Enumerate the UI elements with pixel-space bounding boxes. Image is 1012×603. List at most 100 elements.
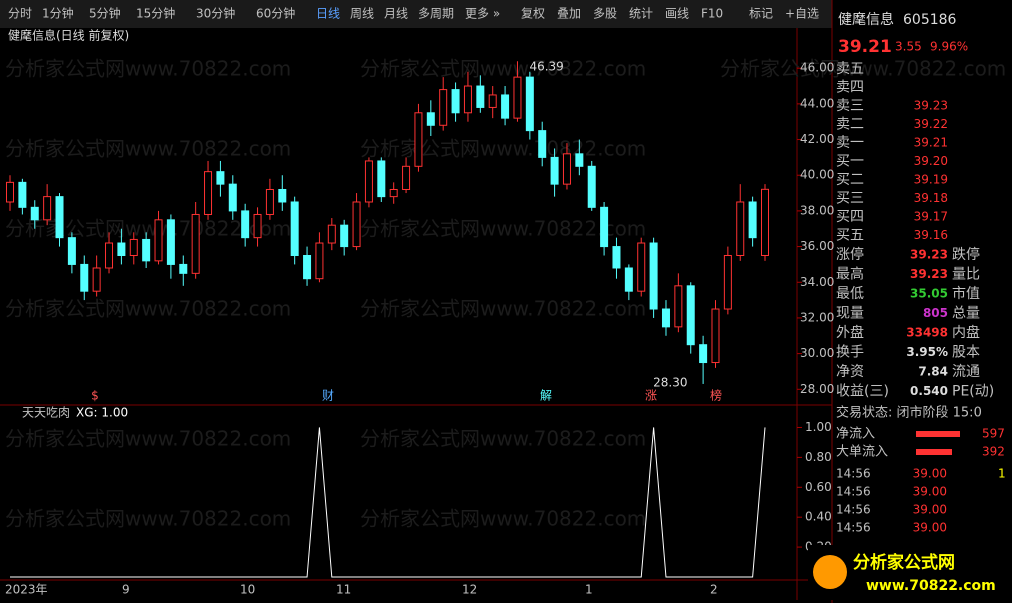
y-tick-label: 32.00 bbox=[800, 310, 834, 324]
trade-time: 14:56 bbox=[836, 503, 871, 517]
candle-body bbox=[129, 238, 138, 257]
toolbar-button[interactable]: 叠加 bbox=[557, 7, 581, 21]
book-label: 卖二 bbox=[836, 117, 864, 133]
watermark: 分析家公式网www.70822.com bbox=[720, 57, 1006, 81]
stat-value: 0.540 bbox=[910, 384, 948, 398]
watermark: 分析家公式网www.70822.com bbox=[5, 57, 291, 81]
candle-body bbox=[637, 242, 646, 292]
stat-label: 流通 bbox=[952, 364, 980, 380]
toolbar-button[interactable]: 画线 bbox=[665, 7, 689, 21]
candle-body bbox=[241, 210, 250, 239]
toolbar-button[interactable]: +自选 bbox=[785, 7, 819, 21]
candle-body bbox=[55, 196, 64, 239]
watermark: 分析家公式网www.70822.com bbox=[360, 297, 646, 321]
low-label: 28.30 bbox=[653, 375, 687, 389]
book-label: 卖三 bbox=[836, 98, 864, 114]
y-tick-label: 0.80 bbox=[805, 450, 832, 464]
toolbar-button[interactable]: 复权 bbox=[521, 7, 545, 21]
trade-price: 39.00 bbox=[913, 485, 947, 499]
candle-body bbox=[587, 165, 596, 208]
y-tick-label: 28.00 bbox=[800, 382, 834, 396]
y-tick-label: 40.00 bbox=[800, 168, 834, 182]
stat-value: 33498 bbox=[906, 326, 948, 340]
y-tick-label: 42.00 bbox=[800, 132, 834, 146]
stat-label: 外盘 bbox=[836, 324, 864, 341]
candle-body bbox=[80, 263, 89, 292]
toolbar-button[interactable]: 统计 bbox=[629, 7, 653, 21]
book-price: 39.19 bbox=[914, 173, 948, 187]
stat-label: 净资 bbox=[836, 364, 864, 380]
candle-body bbox=[748, 201, 757, 239]
candle-body bbox=[142, 238, 151, 262]
candle-body bbox=[686, 285, 695, 346]
book-price: 39.20 bbox=[914, 154, 948, 168]
trade-state: 交易状态: 闭市阶段 15:0 bbox=[836, 405, 982, 421]
flow-label: 净流入 bbox=[836, 427, 875, 442]
book-label: 卖四 bbox=[836, 80, 864, 96]
price: 39.21 bbox=[838, 37, 892, 57]
y-tick-label: 36.00 bbox=[800, 239, 834, 253]
book-price: 39.22 bbox=[914, 117, 948, 131]
toolbar-tab[interactable]: 更多 » bbox=[465, 7, 500, 21]
stat-label: PE(动) bbox=[952, 384, 994, 400]
watermark: 分析家公式网www.70822.com bbox=[5, 507, 291, 531]
candle-body bbox=[204, 171, 213, 215]
candle-body bbox=[600, 206, 609, 248]
toolbar-tab[interactable]: 60分钟 bbox=[256, 6, 295, 21]
event-marker[interactable]: 财 bbox=[322, 389, 334, 403]
event-marker[interactable]: 榜 bbox=[710, 388, 722, 403]
book-price: 39.21 bbox=[914, 136, 948, 150]
candle-body bbox=[179, 263, 188, 274]
y-tick-label: 0.60 bbox=[805, 480, 832, 494]
flow-bar bbox=[916, 431, 960, 437]
stat-value: 39.23 bbox=[910, 267, 948, 281]
candle-body bbox=[736, 201, 745, 257]
trade-time: 14:56 bbox=[836, 485, 871, 499]
watermark: 分析家公式网www.70822.com bbox=[5, 137, 291, 161]
candle-body bbox=[426, 112, 435, 126]
candle-body bbox=[216, 171, 225, 185]
date-label: 12 bbox=[462, 583, 477, 597]
toolbar-tab[interactable]: 分时 bbox=[8, 7, 32, 21]
book-price: 39.18 bbox=[914, 191, 948, 205]
watermark: 分析家公式网www.70822.com bbox=[5, 427, 291, 451]
stat-label: 涨停 bbox=[836, 246, 864, 263]
event-marker[interactable]: $ bbox=[91, 389, 99, 403]
candle-body bbox=[6, 181, 14, 203]
book-price: 39.17 bbox=[914, 210, 948, 224]
y-tick-label: 1.00 bbox=[805, 420, 832, 434]
toolbar-tab[interactable]: 1分钟 bbox=[42, 6, 74, 21]
toolbar-tab[interactable]: 30分钟 bbox=[196, 6, 235, 21]
toolbar-tab[interactable]: 周线 bbox=[350, 7, 374, 21]
book-price: 39.23 bbox=[914, 99, 948, 113]
toolbar-tab[interactable]: 月线 bbox=[384, 7, 408, 21]
candle-body bbox=[612, 246, 621, 269]
stat-label: 量比 bbox=[952, 267, 980, 283]
y-tick-label: 44.00 bbox=[800, 96, 834, 110]
candle-body bbox=[92, 267, 101, 292]
toolbar-tab[interactable]: 15分钟 bbox=[136, 6, 175, 21]
candle-body bbox=[265, 188, 274, 215]
flow-bar bbox=[916, 449, 952, 455]
chart-title: 健麾信息(日线 前复权) bbox=[8, 28, 129, 43]
y-tick-label: 38.00 bbox=[800, 203, 834, 217]
toolbar-button[interactable]: F10 bbox=[701, 7, 723, 21]
toolbar-tab[interactable]: 日线 bbox=[316, 7, 340, 21]
toolbar-button[interactable]: 标记 bbox=[749, 7, 773, 21]
trade-price: 39.00 bbox=[913, 467, 947, 481]
event-marker[interactable]: 涨 bbox=[645, 388, 657, 403]
event-marker[interactable]: 解 bbox=[540, 389, 552, 403]
candle-body bbox=[105, 242, 114, 269]
candle-body bbox=[191, 213, 200, 274]
toolbar bbox=[0, 0, 832, 28]
candle-body bbox=[488, 94, 497, 108]
candle-body bbox=[117, 242, 126, 257]
date-label: 1 bbox=[585, 583, 593, 597]
stat-value: 3.95% bbox=[906, 345, 948, 359]
toolbar-tab[interactable]: 多周期 bbox=[418, 7, 454, 21]
trade-time: 14:56 bbox=[836, 521, 871, 535]
toolbar-button[interactable]: 多股 bbox=[593, 7, 617, 21]
candle-body bbox=[761, 188, 769, 257]
toolbar-tab[interactable]: 5分钟 bbox=[89, 6, 121, 21]
